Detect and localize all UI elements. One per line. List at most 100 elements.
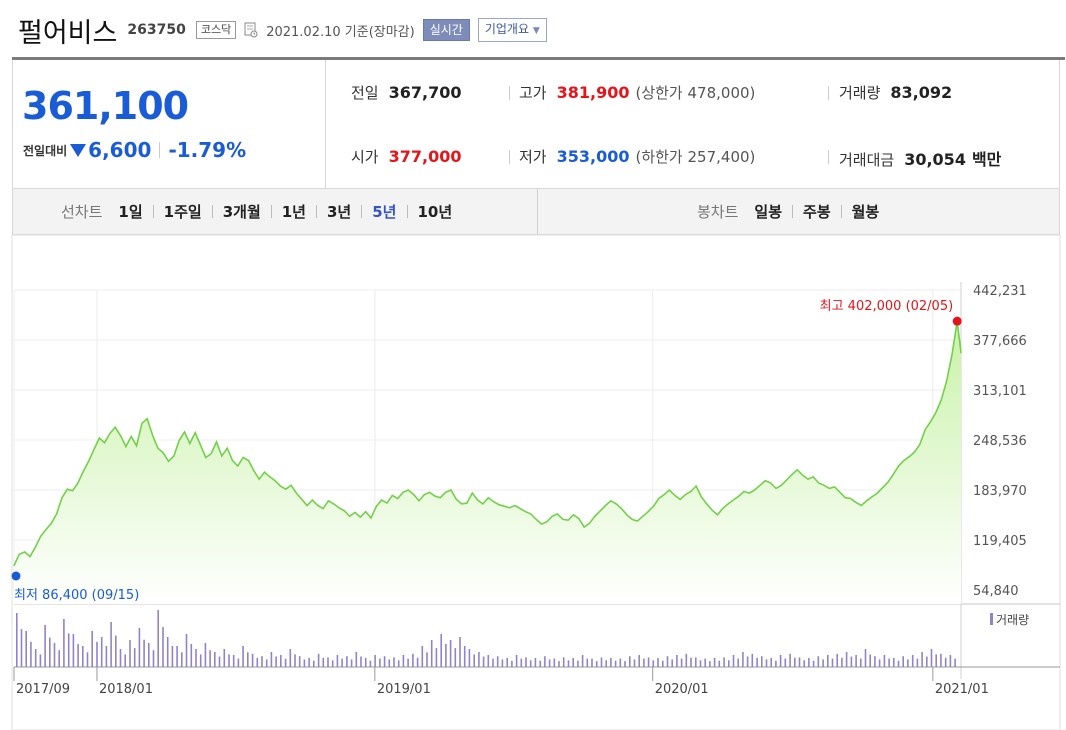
volume-bar (317, 653, 320, 667)
volume-bar (393, 657, 395, 667)
volume-bar (515, 655, 518, 667)
volume-bar (138, 628, 141, 667)
volume-bar (407, 658, 409, 667)
price-point (775, 487, 777, 489)
line-chart-tabs: 선차트 1일 1주일 3개월 1년 3년 5년 10년 (61, 189, 452, 234)
volume-bar (265, 659, 268, 667)
volume-bar (562, 657, 565, 667)
volume-bar (487, 655, 490, 667)
tab-weekly[interactable]: 주봉 (803, 203, 831, 221)
volume-bar (619, 658, 622, 667)
price-point (823, 484, 825, 486)
change-row: 전일대비 6,600 -1.79% (23, 138, 246, 162)
volume-bar (808, 658, 810, 667)
volume-bar (327, 657, 329, 667)
volume-bar (91, 631, 93, 667)
price-chart[interactable]: 442,231 377,666 313,101 248,536 183,970 119,4… (0, 235, 1066, 730)
tab-daily[interactable]: 일봉 (754, 203, 783, 221)
volume-bar (129, 640, 131, 667)
price-point (770, 482, 772, 484)
volume-bar (181, 652, 183, 667)
price-point (960, 352, 962, 354)
price-point (429, 491, 431, 493)
volume-bar (280, 655, 282, 667)
volume-bar (459, 637, 461, 667)
separator (361, 205, 363, 218)
volume-bar (303, 659, 306, 667)
price-point (556, 513, 559, 515)
volume-bar (86, 652, 89, 667)
volume-bar (610, 658, 612, 667)
tab-10year[interactable]: 10년 (417, 203, 453, 221)
volume-bar (473, 654, 475, 667)
separator (152, 205, 154, 218)
tab-3month[interactable]: 3개월 (222, 203, 261, 221)
tab-3year[interactable]: 3년 (327, 203, 352, 221)
tab-1day[interactable]: 1일 (118, 203, 143, 221)
stock-header: 펄어비스 263750 코스닥 2021.02.10 기준(장마감) 실시간 기… (18, 12, 547, 49)
price-point (311, 499, 313, 501)
price-point (413, 494, 415, 496)
price-point (914, 451, 916, 453)
price-point (929, 421, 932, 423)
price-point (205, 456, 207, 459)
price-point (594, 515, 596, 517)
volume-bar (751, 653, 754, 667)
realtime-button[interactable]: 실시간 (422, 19, 470, 41)
price-point (173, 455, 175, 457)
volume-bar (784, 658, 787, 667)
price-point (695, 485, 697, 487)
price-point (397, 497, 399, 500)
price-point (860, 504, 862, 507)
price-point (189, 442, 191, 445)
volume-bar (506, 658, 508, 667)
open-price: 시가 377,000 (351, 146, 461, 167)
min-marker (11, 571, 21, 581)
price-point (951, 354, 953, 356)
x-axis-ticks: 2017/09 2018/01 2019/01 2020/01 2021/01 (13, 667, 989, 697)
volume-bar (954, 658, 956, 667)
price-point (136, 445, 138, 447)
volume-bar (869, 654, 871, 667)
volume-bar (294, 654, 296, 667)
volume-bar (709, 661, 711, 667)
calendar-doc-icon (244, 22, 258, 38)
tab-5year[interactable]: 5년 (372, 203, 397, 221)
tab-divider (537, 189, 538, 234)
prev-close: 전일 367,700 (351, 82, 461, 103)
volume-bar (577, 660, 579, 667)
volume-bar (558, 661, 560, 667)
tab-monthly[interactable]: 월봉 (851, 203, 880, 221)
y-tick-label: 54,840 (973, 584, 1019, 599)
volume-bar (940, 653, 942, 667)
volume-bar (525, 657, 527, 667)
volume-bar (770, 658, 772, 667)
tab-1year[interactable]: 1년 (281, 203, 306, 221)
volume-bar (756, 657, 758, 667)
volume-bar (148, 643, 150, 667)
price-point (631, 518, 633, 520)
price-point (162, 452, 164, 454)
price-point (18, 553, 20, 555)
price-point (98, 437, 100, 439)
volume-bar (629, 656, 631, 667)
price-point (279, 485, 281, 487)
volume-bar (652, 660, 655, 667)
price-point (642, 515, 644, 517)
price-point (652, 505, 655, 507)
volume-bar (331, 660, 334, 667)
x-tick-label: 2020/01 (655, 682, 709, 697)
candle-chart-tabs: 봉차트 일봉 주봉 월봉 (697, 189, 879, 234)
price-point (445, 491, 447, 493)
volume-bar (440, 634, 442, 667)
volume-bar (336, 655, 339, 667)
volume-bar (723, 657, 725, 667)
price-point (706, 503, 708, 505)
volume-bar (614, 660, 617, 667)
price-point (386, 502, 388, 504)
tab-1week[interactable]: 1주일 (163, 203, 202, 221)
extreme-markers: 최고 402,000 (02/05) 최저 86,400 (09/15) (11, 299, 962, 603)
y-tick-label: 377,666 (973, 334, 1027, 349)
company-overview-button[interactable]: 기업개요 ▼ (477, 18, 547, 42)
price-point (636, 520, 639, 522)
